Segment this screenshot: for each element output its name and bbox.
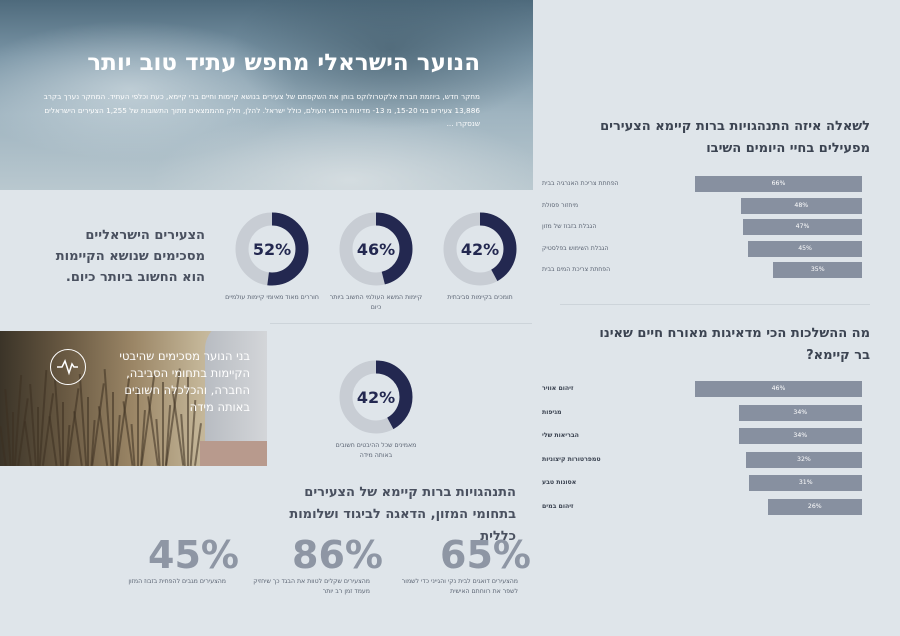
bar-value: 34%: [793, 432, 808, 439]
bar-label: מגיפות: [542, 408, 562, 416]
field-photo: [0, 331, 267, 466]
hero-body-text: מחקר חדש, ביוזמת חברת אלקטרולוקס בוחן את…: [43, 92, 480, 128]
bar: 34%: [738, 428, 862, 444]
photo-caption: בני הנוער מסכימים שהיבטי הקיימות בתחומי …: [119, 349, 250, 414]
donut-chart: 42%: [338, 359, 414, 435]
stat-caption: מהצעירים שקלים לטוות את הבגד כך שיחזיק מ…: [253, 578, 370, 595]
bar-row: הבריאות שלי 34%: [542, 428, 862, 444]
pulse-icon: [50, 349, 86, 385]
bar-value: 31%: [798, 479, 813, 486]
bar-row: טמפרטורות קיצוניות 32%: [542, 451, 862, 468]
bar-value: 47%: [795, 223, 810, 230]
bar-row: הפחתת צריכת האנרגיה בבית 66%: [542, 176, 862, 192]
bar: 34%: [738, 404, 862, 421]
bar: 26%: [767, 498, 862, 515]
bar: 48%: [740, 197, 862, 214]
donut-chart: 46%: [338, 211, 414, 287]
donut-chart: 52%: [234, 211, 310, 287]
donut-caption: קיימות המשא העולמי החשוב ביותר כיום: [329, 294, 423, 311]
donut-value: 46%: [357, 240, 395, 259]
bar-value: 26%: [807, 502, 822, 510]
donut-arc: [339, 360, 413, 434]
bar-value: 35%: [810, 266, 825, 273]
bar-value: 66%: [771, 180, 786, 187]
bar: 66%: [695, 176, 862, 192]
bar-label: הגבלת השימוש בפלסטיק: [542, 244, 609, 252]
stat-value: 65%: [440, 533, 531, 577]
donut-value: 42%: [461, 240, 499, 259]
hero-title: הנוער הישראלי מחפש עתיד טוב יותר: [87, 50, 480, 76]
donut-arc: [443, 212, 517, 286]
stat-value: 45%: [148, 533, 239, 577]
bar: 35%: [773, 262, 862, 278]
bar-value: 48%: [794, 201, 809, 209]
bar-row: זיהום במים 26%: [542, 498, 862, 515]
donut-caption: חוררים מאוד מאיומי קיימות עולמיים: [225, 294, 319, 301]
donut-arc: [235, 212, 309, 286]
bar-label: הפחתת צריכת האנרגיה בבית: [542, 180, 619, 187]
divider: [270, 323, 532, 324]
bar-label: הפחתת צריכת המים בבית: [542, 266, 611, 273]
donut-value: 42%: [357, 388, 395, 407]
agree-statement: הצעירים הישראליים מסכימים שנושא הקיימות …: [55, 228, 205, 285]
bar-value: 45%: [798, 244, 812, 252]
bar: 46%: [695, 381, 862, 397]
bar-label: אסונות טבע: [542, 479, 577, 486]
bar: 47%: [743, 219, 862, 235]
bar: 31%: [749, 475, 862, 491]
food-title: התנהגויות ברות קיימא של הצעירים בתחומי ה…: [289, 485, 516, 544]
stat-value: 86%: [292, 533, 383, 577]
bar-label: טמפרטורות קיצוניות: [542, 455, 601, 463]
donut-chart: 42%: [442, 211, 518, 287]
bar-row: הגבלת השימוש בפלסטיק 45%: [542, 240, 862, 257]
bar-row: מגיפות 34%: [542, 404, 862, 421]
donut-caption: תומכים בקיימות סביבתית: [447, 294, 513, 301]
stat-caption: מהצעירים מגבים להפחית בזבוז המזון: [128, 578, 226, 585]
bar-label: הגבלת בזבוז של מזון: [542, 223, 597, 230]
bar-row: מיחזור פסולת 48%: [542, 197, 862, 214]
bar-label: זיהום אוויר: [542, 385, 574, 392]
concerns-title: מה ההשלכות הכי מדאיגות מאורח חיים שאינו …: [599, 326, 870, 363]
bar-value: 46%: [771, 385, 786, 392]
bar-row: אסונות טבע 31%: [542, 475, 862, 491]
bar-label: הבריאות שלי: [542, 432, 579, 439]
bar-row: זיהום אוויר 46%: [542, 381, 862, 397]
bar-value: 34%: [793, 408, 808, 416]
bar-label: מיחזור פסולת: [542, 201, 579, 209]
bar: 32%: [745, 451, 862, 468]
bar-row: הגבלת בזבוז של מזון 47%: [542, 219, 862, 235]
donut-caption: מאמינים שכל ההיבטים חשובים באותה מידה: [335, 442, 417, 459]
bar-label: זיהום במים: [542, 502, 574, 510]
hero-banner: [0, 0, 533, 190]
bar-row: הפחתת צריכת המים בבית 35%: [542, 262, 862, 278]
divider: [560, 304, 870, 305]
stat-caption: מהצעירים דואגים לבית נקי והגייני כדי לשמ…: [401, 578, 518, 595]
bar-value: 32%: [797, 455, 811, 463]
donut-value: 52%: [253, 240, 291, 259]
habits-title: לשאלה איזה התנהגויות ברות קיימא הצעירים …: [600, 119, 870, 156]
bar: 45%: [748, 240, 862, 257]
donut-arc: [339, 212, 413, 286]
